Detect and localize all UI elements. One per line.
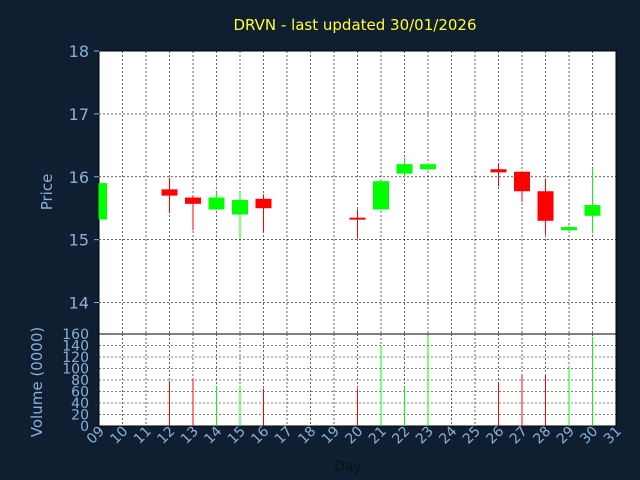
candle-body xyxy=(490,169,507,173)
day-tick-label: 31 xyxy=(601,424,625,448)
price-tick-label: 15 xyxy=(69,231,89,250)
price-tick-label: 14 xyxy=(69,294,89,313)
day-axis-label: Day xyxy=(334,459,362,475)
volume-tick-label: 140 xyxy=(62,339,89,355)
candle-body xyxy=(537,191,554,221)
day-tick-label: 18 xyxy=(295,424,319,448)
price-tick-label: 16 xyxy=(69,168,89,187)
candle-body xyxy=(420,164,436,170)
day-tick-label: 30 xyxy=(577,424,601,448)
day-tick-label: 29 xyxy=(554,424,578,448)
volume-tick-label: 80 xyxy=(71,373,89,389)
price-axis-ticks: 14 15 16 17 18 xyxy=(69,42,99,313)
volume-tick-label: 100 xyxy=(62,362,89,378)
day-tick-label: 24 xyxy=(436,423,460,447)
day-tick-label: 11 xyxy=(131,424,155,448)
volume-tick-label: 40 xyxy=(71,396,89,412)
candle-body xyxy=(349,217,366,220)
day-tick-label: 21 xyxy=(366,424,390,448)
candles xyxy=(98,157,601,240)
day-tick-label: 28 xyxy=(530,424,554,448)
price-tick-label: 17 xyxy=(69,105,89,124)
day-tick-label: 16 xyxy=(248,423,272,447)
candle-body xyxy=(373,181,389,210)
day-axis-ticks: 09 10 11 12 13 14 15 16 17 18 19 20 21 22 23 24 25 26 27 28… xyxy=(84,423,625,447)
candle-body xyxy=(232,200,248,215)
day-tick-label: 17 xyxy=(272,424,296,448)
day-tick-label: 13 xyxy=(178,424,202,448)
day-tick-label: 12 xyxy=(154,424,178,448)
volume-tick-label: 0 xyxy=(80,419,89,435)
price-tick-label: 18 xyxy=(69,42,89,61)
day-tick-label: 27 xyxy=(507,424,531,448)
candle-body xyxy=(514,171,530,192)
candle-body xyxy=(185,197,201,204)
price-panel: 14 15 16 17 18 Price xyxy=(38,42,617,335)
volume-tick-label: 120 xyxy=(62,350,89,366)
day-tick-label: 15 xyxy=(225,424,249,448)
chart-title: DRVN - last updated 30/01/2026 xyxy=(233,16,476,34)
candle-body xyxy=(561,227,577,231)
candle-body xyxy=(396,164,413,174)
day-tick-label: 14 xyxy=(201,423,225,447)
day-tick-label: 19 xyxy=(319,424,343,448)
volume-axis-label: Volume (0000) xyxy=(28,327,46,437)
day-tick-label: 25 xyxy=(460,424,484,448)
day-tick-label: 20 xyxy=(342,424,366,448)
volume-tick-label: 160 xyxy=(62,327,89,343)
candle-body xyxy=(584,205,601,216)
candle-body xyxy=(161,189,178,196)
candle-body xyxy=(208,197,225,210)
candle-body xyxy=(255,198,272,209)
day-tick-label: 26 xyxy=(483,423,507,447)
candle-body xyxy=(99,183,107,220)
day-tick-label: 10 xyxy=(107,424,131,448)
volume-tick-label: 20 xyxy=(71,408,89,424)
day-tick-label: 22 xyxy=(389,424,413,448)
volume-bars xyxy=(169,335,593,426)
day-tick-label: 23 xyxy=(413,424,437,448)
price-axis-label: Price xyxy=(38,174,56,211)
volume-tick-label: 60 xyxy=(71,385,89,401)
